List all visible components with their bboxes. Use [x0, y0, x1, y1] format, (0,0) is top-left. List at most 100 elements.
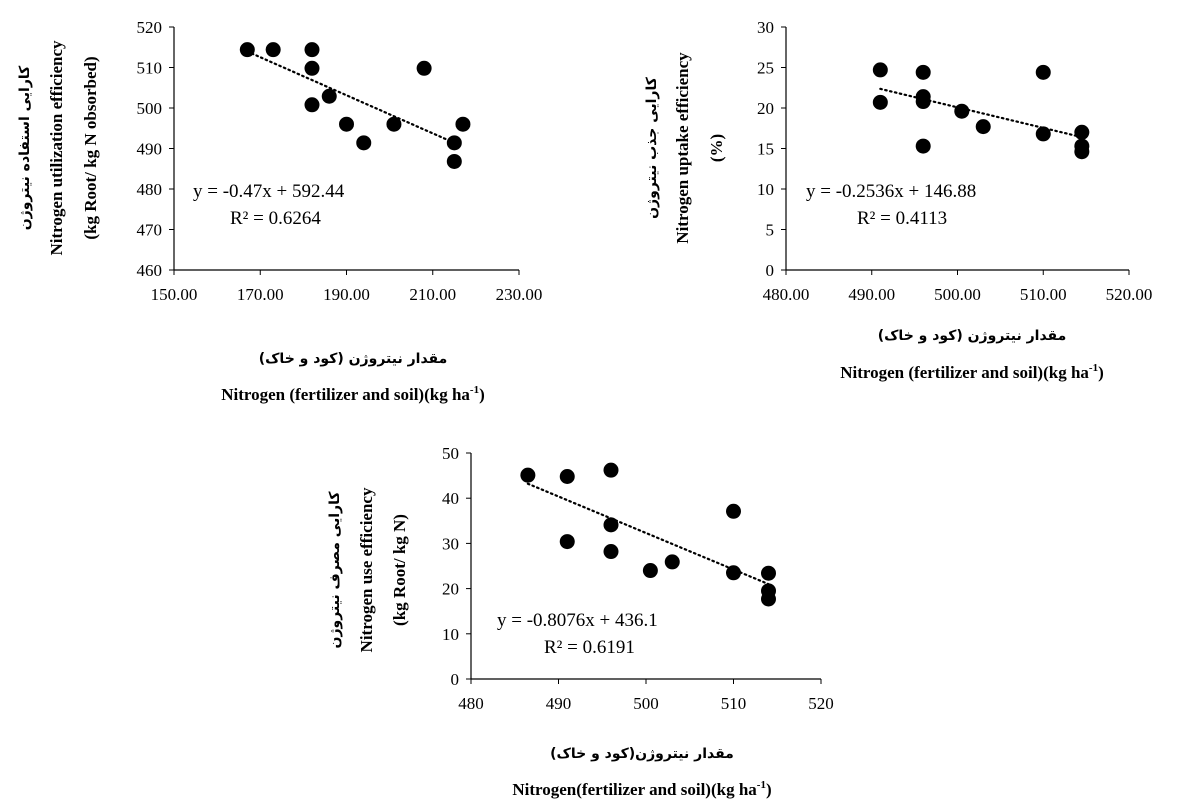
y-tick-label: 490: [137, 140, 163, 159]
x-tick-label: 210.00: [409, 285, 456, 304]
data-point: [321, 88, 337, 104]
trendline-equation: y = -0.47x + 592.44: [193, 181, 345, 202]
data-point: [726, 565, 741, 581]
x-axis-label-close: ): [479, 385, 485, 404]
data-point: [1035, 126, 1051, 142]
data-point: [872, 62, 888, 78]
data-point: [455, 116, 471, 132]
r-squared-label: R² = 0.6191: [544, 637, 635, 658]
y-tick-label: 15: [757, 140, 774, 159]
x-tick-label: 230.00: [496, 285, 543, 304]
x-tick-label: 520: [808, 694, 834, 713]
data-point: [1035, 64, 1051, 80]
data-point: [915, 94, 931, 110]
data-point: [559, 469, 575, 485]
data-point: [304, 60, 320, 76]
y-tick-label: 480: [137, 180, 163, 199]
y-tick-label: 20: [442, 580, 459, 599]
y-tick-label: 520: [137, 18, 163, 37]
y-tick-label: 510: [137, 59, 163, 78]
x-axis-label-text: Nitrogen(fertilizer and soil)(kg ha: [512, 780, 757, 799]
y-tick-label: 40: [442, 489, 459, 508]
data-point: [446, 153, 462, 169]
y-axis-unit: (kg Root/ kg N): [390, 514, 409, 626]
y-tick-label: 0: [766, 261, 775, 280]
trendline-equation: y = -0.8076x + 436.1: [497, 610, 658, 631]
x-tick-label: 510: [721, 694, 747, 713]
y-axis-label-fa: کارایی استفاده نیتروژن: [17, 65, 33, 230]
data-point: [761, 565, 776, 581]
data-point: [915, 64, 931, 80]
data-point: [304, 42, 320, 58]
x-tick-label: 520.00: [1106, 285, 1153, 304]
data-point: [872, 94, 888, 110]
y-tick-label: 5: [766, 221, 775, 240]
x-axis-label-superscript: -1: [470, 384, 479, 396]
y-axis-label: Nitrogen uptake efficiency: [673, 52, 692, 244]
y-tick-label: 25: [757, 59, 774, 78]
r-squared-label: R² = 0.6264: [230, 208, 321, 229]
data-point: [726, 503, 741, 519]
y-axis-unit: (kg Root/ kg N obsorbed): [81, 56, 100, 239]
data-point: [416, 60, 432, 76]
data-point: [446, 135, 462, 151]
y-axis-label-fa: کارایی جذب نیتروژن: [644, 76, 660, 219]
y-tick-label: 30: [757, 18, 774, 37]
data-point: [954, 103, 970, 119]
y-tick-label: 20: [757, 99, 774, 118]
x-axis-label-fa: مقدار نیتروژن (کود و خاک): [878, 328, 1067, 344]
x-axis-label: Nitrogen (fertilizer and soil)(kg ha-1): [840, 362, 1104, 382]
data-point: [1074, 144, 1090, 160]
data-point: [664, 554, 680, 570]
trendline-equation: y = -0.2536x + 146.88: [806, 181, 976, 202]
x-axis-label-text: Nitrogen (fertilizer and soil)(kg ha: [840, 363, 1089, 382]
y-axis-label: Nitrogen utilization efficiency: [47, 40, 66, 255]
y-tick-label: 10: [757, 180, 774, 199]
x-tick-label: 490: [546, 694, 572, 713]
data-point: [386, 116, 402, 132]
y-tick-label: 460: [137, 261, 163, 280]
x-tick-label: 480: [458, 694, 484, 713]
chart-utilization-efficiency: کارایی استفاده نیتروژن Nitrogen utilizat…: [17, 18, 542, 404]
data-point: [603, 544, 619, 560]
data-point: [603, 517, 619, 533]
y-tick-label: 10: [442, 625, 459, 644]
x-axis-label: Nitrogen (fertilizer and soil)(kg ha-1): [221, 384, 485, 404]
y-axis-label: Nitrogen use efficiency: [357, 487, 376, 652]
y-tick-label: 30: [442, 534, 459, 553]
y-axis-label-fa: کارایی مصرف نیتروژن: [327, 491, 343, 649]
y-tick-label: 470: [137, 221, 163, 240]
x-axis-label-text: Nitrogen (fertilizer and soil)(kg ha: [221, 385, 470, 404]
data-point: [915, 138, 931, 154]
x-axis-label-close: ): [1098, 363, 1104, 382]
x-axis-label-fa: مقدار نیتروژن(کود و خاک): [550, 746, 734, 762]
x-tick-label: 500: [633, 694, 659, 713]
data-point: [239, 42, 255, 58]
x-tick-label: 150.00: [151, 285, 198, 304]
x-tick-label: 170.00: [237, 285, 284, 304]
data-point: [520, 467, 536, 483]
data-point: [265, 42, 281, 58]
data-point: [975, 119, 991, 135]
data-point: [304, 97, 320, 113]
y-axis-unit: (%): [707, 134, 726, 162]
chart-uptake-efficiency: کارایی جذب نیتروژن Nitrogen uptake effic…: [644, 18, 1152, 382]
x-axis-label-superscript: -1: [757, 779, 766, 791]
x-tick-label: 500.00: [934, 285, 981, 304]
data-point: [642, 563, 658, 579]
x-tick-label: 490.00: [848, 285, 895, 304]
r-squared-label: R² = 0.4113: [857, 208, 947, 229]
y-tick-label: 500: [137, 99, 163, 118]
x-tick-label: 510.00: [1020, 285, 1067, 304]
x-tick-label: 480.00: [763, 285, 810, 304]
data-point: [761, 591, 776, 607]
data-point: [1074, 124, 1090, 140]
data-point: [559, 534, 575, 550]
y-tick-label: 0: [451, 670, 460, 689]
x-axis-label: Nitrogen(fertilizer and soil)(kg ha-1): [512, 779, 771, 799]
y-tick-label: 50: [442, 444, 459, 463]
x-axis-label-superscript: -1: [1089, 362, 1098, 374]
x-tick-label: 190.00: [323, 285, 370, 304]
data-point: [603, 462, 619, 478]
